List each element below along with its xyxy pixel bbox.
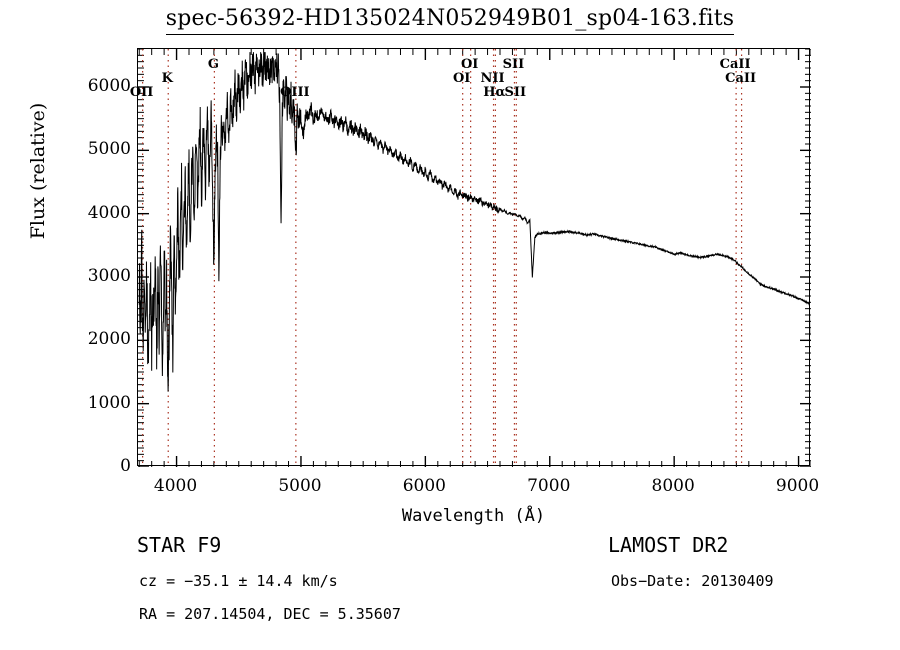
line-marker-label: Hα xyxy=(483,85,506,100)
x-tick-label: 5000 xyxy=(278,476,322,496)
y-tick-label: 2000 xyxy=(87,329,131,350)
line-marker-label: G xyxy=(207,57,219,72)
plot-frame xyxy=(137,48,811,467)
line-marker-rules xyxy=(142,49,743,467)
line-marker-label: NII xyxy=(480,71,505,86)
page-title: spec-56392-HD135024N052949B01_sp04-163.f… xyxy=(165,6,735,35)
survey-name: LAMOST DR2 xyxy=(608,533,729,557)
line-marker-label: CaII xyxy=(719,57,751,72)
line-marker-label: SII xyxy=(504,85,527,100)
x-tick-label: 4000 xyxy=(153,476,198,496)
line-marker-label: OII xyxy=(129,85,154,100)
velocity-value: cz = −35.1 ± 14.4 km/s xyxy=(139,572,338,590)
object-class: STAR F9 xyxy=(137,533,222,557)
line-marker-label: OIII xyxy=(280,85,310,100)
line-marker-label: CaII xyxy=(725,71,757,86)
x-tick-label: 8000 xyxy=(651,476,695,496)
y-tick-label: 1000 xyxy=(87,392,131,413)
y-tick-label: 6000 xyxy=(87,76,131,96)
coordinates: RA = 207.14504, DEC = 5.35607 xyxy=(139,605,401,623)
line-marker-label: OI xyxy=(460,57,479,72)
y-tick-label: 5000 xyxy=(87,139,131,160)
x-axis-label: Wavelength (Å) xyxy=(401,506,546,526)
line-marker-label: OI xyxy=(452,71,471,86)
y-axis-tick-labels: 0 1000 2000 3000 4000 5000 6000 xyxy=(55,48,131,476)
y-tick-label: 0 xyxy=(120,456,131,476)
obs-date: Obs−Date: 20130409 xyxy=(611,572,774,590)
y-axis-label: Flux (relative) xyxy=(27,102,49,240)
y-tick-label: 3000 xyxy=(87,266,131,286)
title-container: spec-56392-HD135024N052949B01_sp04-163.f… xyxy=(0,6,900,35)
spectrum-canvas xyxy=(138,49,811,467)
line-marker-label: SII xyxy=(502,57,525,72)
y-tick-label: 4000 xyxy=(87,202,131,223)
axis-ticks xyxy=(138,49,811,467)
spectrum-trace xyxy=(138,52,811,392)
line-marker-label: K xyxy=(161,71,173,86)
x-tick-label: 6000 xyxy=(402,476,446,496)
x-tick-label: 9000 xyxy=(775,476,820,496)
x-tick-label: 7000 xyxy=(527,476,571,496)
x-axis-tick-labels: 4000 5000 6000 7000 8000 9000 xyxy=(137,476,819,500)
